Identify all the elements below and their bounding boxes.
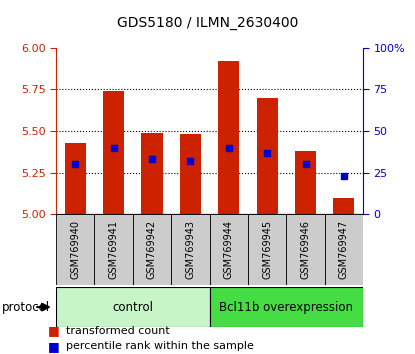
Bar: [333, 198, 354, 214]
Text: protocol: protocol: [2, 301, 50, 314]
Bar: [133, 214, 171, 285]
Text: ■: ■: [48, 325, 59, 337]
Text: GSM769946: GSM769946: [300, 220, 310, 279]
Bar: [171, 214, 210, 285]
Bar: [142, 133, 163, 214]
Text: percentile rank within the sample: percentile rank within the sample: [66, 341, 254, 351]
Text: GDS5180 / ILMN_2630400: GDS5180 / ILMN_2630400: [117, 16, 298, 30]
Text: GSM769942: GSM769942: [147, 220, 157, 279]
Text: Bcl11b overexpression: Bcl11b overexpression: [220, 301, 353, 314]
Text: GSM769944: GSM769944: [224, 220, 234, 279]
Text: GSM769945: GSM769945: [262, 220, 272, 279]
Text: control: control: [112, 301, 153, 314]
Bar: [65, 143, 86, 214]
Text: GSM769947: GSM769947: [339, 220, 349, 279]
Bar: [218, 61, 239, 214]
Bar: [56, 214, 95, 285]
Bar: [248, 214, 286, 285]
Bar: [256, 98, 278, 214]
Bar: [295, 151, 316, 214]
Text: transformed count: transformed count: [66, 326, 170, 336]
Bar: [286, 214, 325, 285]
Bar: [56, 287, 210, 327]
Bar: [210, 287, 363, 327]
Text: GSM769941: GSM769941: [109, 220, 119, 279]
Bar: [325, 214, 363, 285]
Text: GSM769943: GSM769943: [186, 220, 195, 279]
Bar: [103, 91, 124, 214]
Text: ■: ■: [48, 340, 59, 353]
Text: GSM769940: GSM769940: [70, 220, 80, 279]
Bar: [210, 214, 248, 285]
Bar: [180, 134, 201, 214]
Bar: [95, 214, 133, 285]
